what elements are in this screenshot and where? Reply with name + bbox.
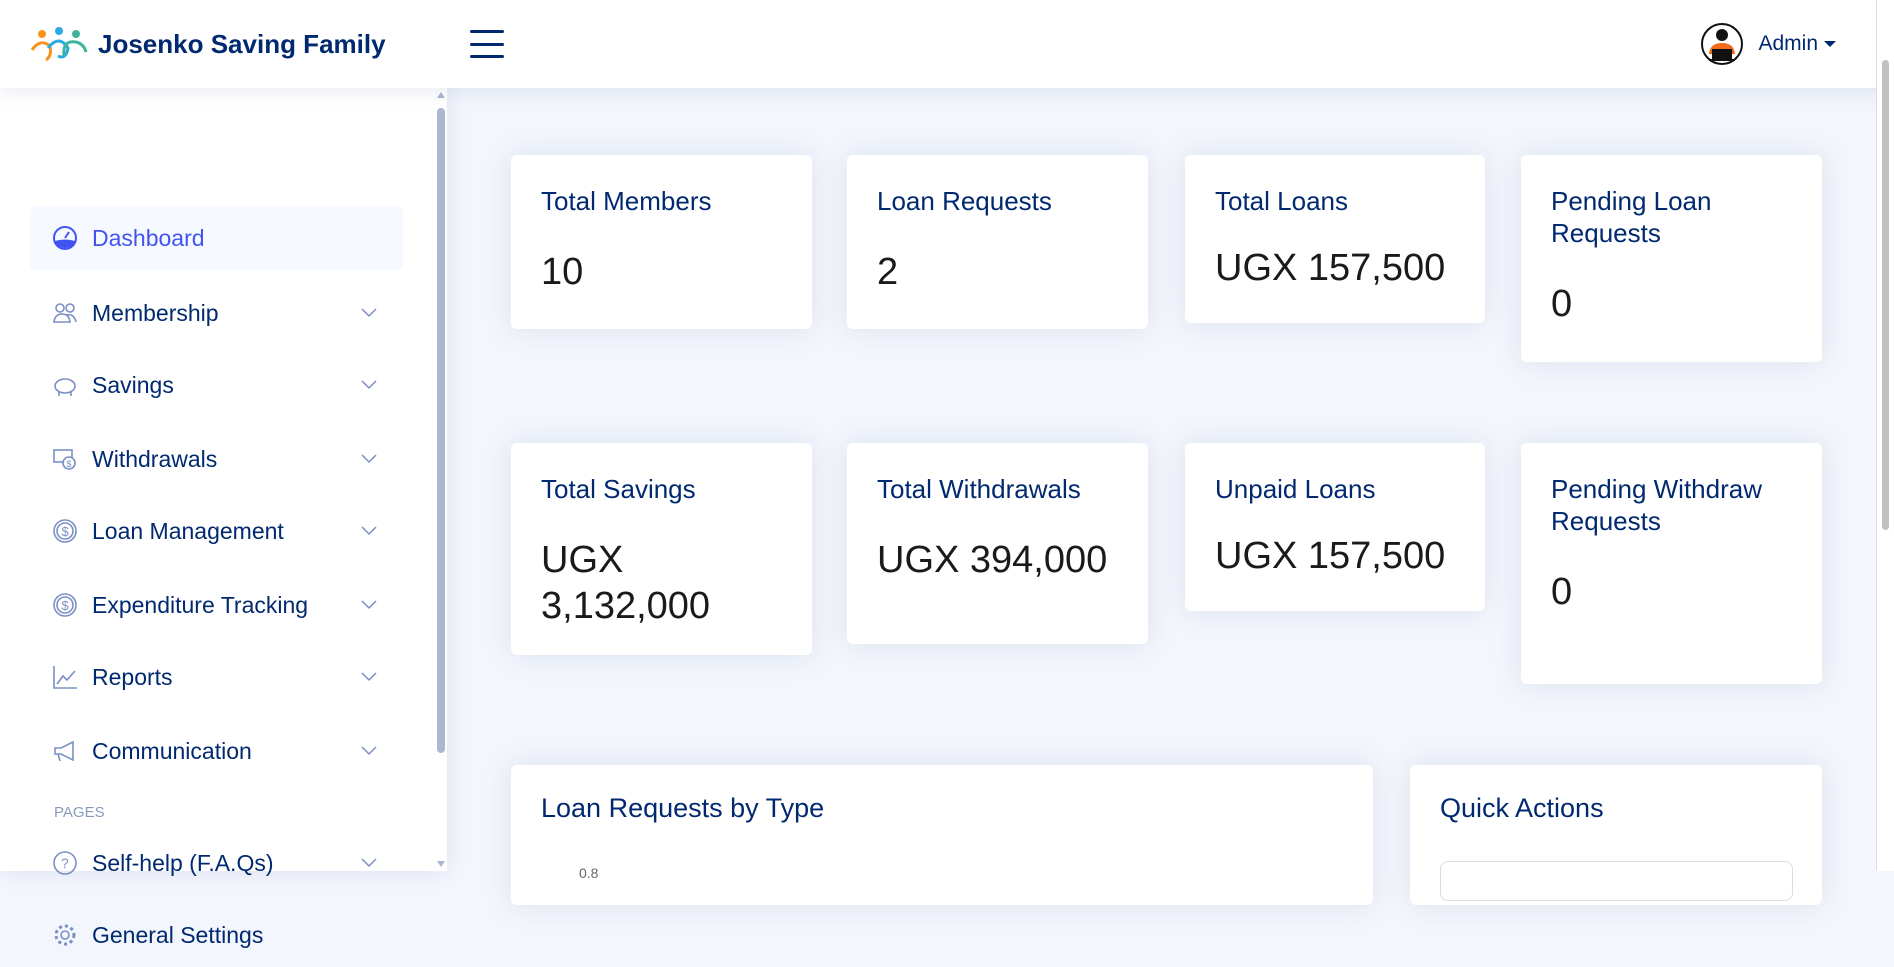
y-tick-label: 0.8 bbox=[579, 865, 599, 881]
sidebar-item-expenditure-tracking[interactable]: $ Expenditure Tracking bbox=[30, 573, 403, 637]
user-name: Admin bbox=[1758, 32, 1818, 55]
sidebar-item-label: Self-help (F.A.Qs) bbox=[92, 849, 274, 876]
megaphone-icon bbox=[54, 740, 74, 762]
coin-icon: $ bbox=[53, 519, 77, 543]
sidebar: Dashboard Membership Savings $ Withdrawals $ L… bbox=[0, 88, 447, 948]
stat-card-value: UGX 3,132,000 bbox=[541, 539, 711, 627]
stat-card-value: UGX 394,000 bbox=[877, 539, 1108, 581]
sidebar-item-label: General Settings bbox=[92, 921, 264, 948]
chevron-down-icon[interactable] bbox=[360, 667, 378, 685]
sidebar-item-general-settings[interactable]: General Settings bbox=[30, 903, 403, 967]
sidebar-item-reports[interactable]: Reports bbox=[30, 645, 403, 709]
profile-dropdown[interactable]: Admin bbox=[1700, 22, 1836, 66]
sidebar-item-dashboard[interactable]: Dashboard bbox=[30, 206, 403, 270]
sidebar-item-label: Expenditure Tracking bbox=[92, 591, 309, 618]
sidebar-item-withdrawals[interactable]: $ Withdrawals bbox=[30, 427, 403, 491]
chevron-down-icon[interactable] bbox=[360, 595, 378, 613]
sidebar-item-loan-management[interactable]: $ Loan Management bbox=[30, 499, 403, 563]
sidebar-item-self-help-f-a-qs[interactable]: ? Self-help (F.A.Qs) bbox=[30, 831, 403, 895]
sidebar-scrollbar[interactable] bbox=[435, 88, 447, 871]
stat-card-title: Unpaid Loans bbox=[1215, 474, 1376, 504]
chart-title: Loan Requests by Type bbox=[541, 793, 825, 823]
stat-card-pending-withdraw-requests: Pending Withdraw Requests 0 bbox=[1521, 443, 1822, 684]
cash-coin-icon: $ bbox=[53, 449, 76, 470]
sidebar-item-savings[interactable]: Savings bbox=[30, 353, 403, 417]
chevron-down-icon[interactable] bbox=[360, 853, 378, 871]
stat-card-value: 0 bbox=[1551, 283, 1573, 325]
stat-card-total-members: Total Members 10 bbox=[511, 155, 812, 329]
brand-logo[interactable]: Josenko Saving Family bbox=[30, 26, 386, 62]
chevron-down-icon[interactable] bbox=[360, 521, 378, 539]
question-circle-icon: ? bbox=[53, 851, 77, 875]
svg-text:$: $ bbox=[67, 459, 72, 469]
chevron-down-icon[interactable] bbox=[360, 375, 378, 393]
loan-requests-chart-card: Loan Requests by Type 0.8 bbox=[511, 765, 1373, 905]
top-header: Josenko Saving Family Admin bbox=[0, 0, 1894, 88]
gear-icon bbox=[54, 924, 76, 946]
sidebar-item-label: Withdrawals bbox=[92, 445, 218, 472]
stat-card-value: 2 bbox=[877, 251, 899, 293]
sidebar-item-communication[interactable]: Communication bbox=[30, 719, 403, 783]
svg-text:$: $ bbox=[62, 524, 70, 539]
avatar bbox=[1701, 23, 1744, 65]
stat-card-total-savings: Total Savings UGX 3,132,000 bbox=[511, 443, 812, 655]
stat-card-title: Pending Loan Requests bbox=[1551, 186, 1712, 248]
sidebar-item-label: Loan Management bbox=[92, 517, 284, 544]
chevron-down-icon[interactable] bbox=[360, 303, 378, 321]
stat-card-total-withdrawals: Total Withdrawals UGX 394,000 bbox=[847, 443, 1148, 644]
stat-card-value: UGX 157,500 bbox=[1215, 247, 1446, 289]
chevron-down-icon[interactable] bbox=[360, 741, 378, 759]
brand-name: Josenko Saving Family bbox=[98, 28, 386, 59]
stat-card-title: Pending Withdraw Requests bbox=[1551, 474, 1762, 536]
quick-action-button[interactable] bbox=[1440, 861, 1793, 901]
stat-card-value: 0 bbox=[1551, 571, 1573, 613]
svg-text:?: ? bbox=[61, 855, 69, 871]
section-heading-pages: PAGES bbox=[54, 804, 105, 821]
stat-card-total-loans: Total Loans UGX 157,500 bbox=[1185, 155, 1485, 323]
piggy-bank-icon bbox=[54, 378, 76, 396]
sidebar-item-label: Communication bbox=[92, 737, 252, 764]
stat-card-title: Total Members bbox=[541, 186, 712, 216]
sidebar-item-label: Dashboard bbox=[92, 224, 205, 251]
family-logo-icon bbox=[30, 27, 88, 62]
sidebar-item-label: Reports bbox=[92, 663, 173, 690]
svg-text:$: $ bbox=[62, 598, 70, 613]
sidebar-item-membership[interactable]: Membership bbox=[30, 281, 403, 345]
speedometer-icon bbox=[53, 226, 77, 250]
stat-card-title: Loan Requests bbox=[877, 186, 1052, 216]
quick-actions-title: Quick Actions bbox=[1440, 793, 1604, 823]
stat-card-value: 10 bbox=[541, 251, 584, 293]
stat-card-title: Total Withdrawals bbox=[877, 474, 1081, 504]
quick-actions-card: Quick Actions bbox=[1410, 765, 1822, 905]
coin-icon: $ bbox=[53, 593, 77, 617]
stat-card-title: Total Loans bbox=[1215, 186, 1348, 216]
sidebar-item-label: Membership bbox=[92, 299, 219, 326]
sidebar-item-label: Savings bbox=[92, 371, 174, 398]
caret-down-icon bbox=[1824, 41, 1836, 47]
menu-toggle-icon[interactable] bbox=[470, 30, 504, 58]
people-icon bbox=[53, 303, 77, 323]
stat-card-unpaid-loans: Unpaid Loans UGX 157,500 bbox=[1185, 443, 1485, 611]
chevron-down-icon[interactable] bbox=[360, 449, 378, 467]
stat-card-value: UGX 157,500 bbox=[1215, 535, 1446, 577]
stat-card-title: Total Savings bbox=[541, 474, 696, 504]
stat-card-pending-loan-requests: Pending Loan Requests 0 bbox=[1521, 155, 1822, 362]
stat-card-loan-requests: Loan Requests 2 bbox=[847, 155, 1148, 329]
graph-up-icon bbox=[53, 666, 77, 689]
page-scrollbar[interactable] bbox=[1876, 0, 1894, 871]
